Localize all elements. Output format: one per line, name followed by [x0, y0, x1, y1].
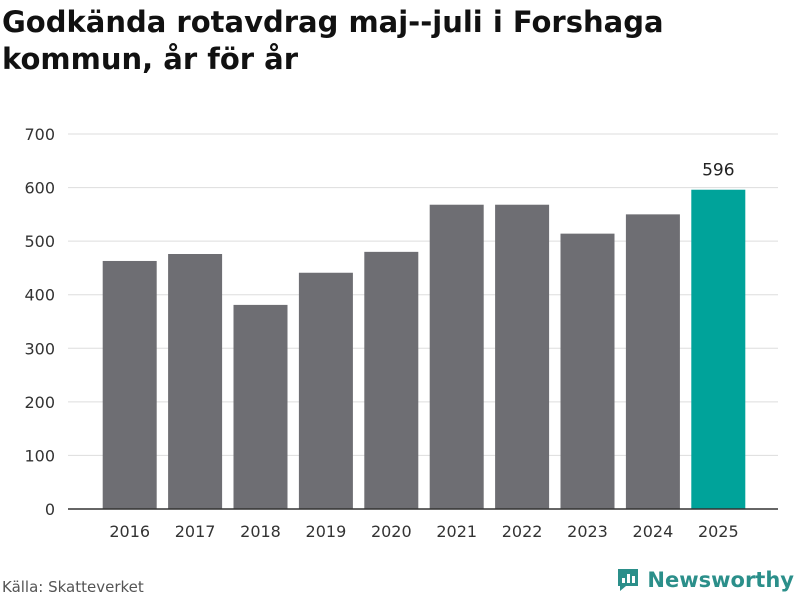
bar-2016: [102, 260, 157, 509]
x-tick-label: 2025: [698, 522, 739, 541]
y-axis-ticks: 0 100 200 300 400 500 600 700: [24, 125, 55, 519]
bar-2018: [233, 304, 288, 509]
brand-name: Newsworthy: [647, 568, 794, 592]
x-axis-ticks: 2016 2017 2018 2019 2020 2021 2022 2023 2024 2025: [109, 522, 738, 541]
x-tick-label: 2020: [371, 522, 412, 541]
bar-2017: [168, 254, 223, 509]
y-tick-label: 600: [24, 179, 55, 198]
x-tick-label: 2019: [306, 522, 347, 541]
chart-title: Godkända rotavdrag maj--juli i Forshaga …: [2, 5, 664, 76]
x-tick-label: 2022: [502, 522, 543, 541]
y-tick-label: 700: [24, 125, 55, 144]
y-tick-label: 400: [24, 286, 55, 305]
y-tick-label: 100: [24, 446, 55, 465]
x-tick-label: 2018: [240, 522, 281, 541]
x-tick-label: 2017: [175, 522, 216, 541]
bar-2023: [560, 233, 615, 509]
bar-2025: [691, 189, 746, 509]
y-tick-label: 200: [24, 393, 55, 412]
data-labels: 596: [702, 161, 734, 181]
x-tick-label: 2023: [567, 522, 608, 541]
bar-2021: [429, 204, 484, 509]
y-tick-label: 500: [24, 232, 55, 251]
bar-2022: [495, 204, 550, 509]
bar-2024: [625, 214, 680, 509]
bar-2019: [298, 272, 353, 509]
bars: [102, 189, 746, 509]
source-note: Källa: Skatteverket: [2, 578, 144, 596]
x-tick-label: 2021: [436, 522, 477, 541]
bar-2020: [364, 251, 419, 509]
x-tick-label: 2016: [109, 522, 150, 541]
y-tick-label: 300: [24, 339, 55, 358]
brand-logo[interactable]: Newsworthy: [615, 567, 794, 593]
newsworthy-logo-icon: [618, 569, 639, 591]
y-tick-label: 0: [45, 500, 55, 519]
x-tick-label: 2024: [633, 522, 674, 541]
data-label: 596: [702, 161, 734, 181]
